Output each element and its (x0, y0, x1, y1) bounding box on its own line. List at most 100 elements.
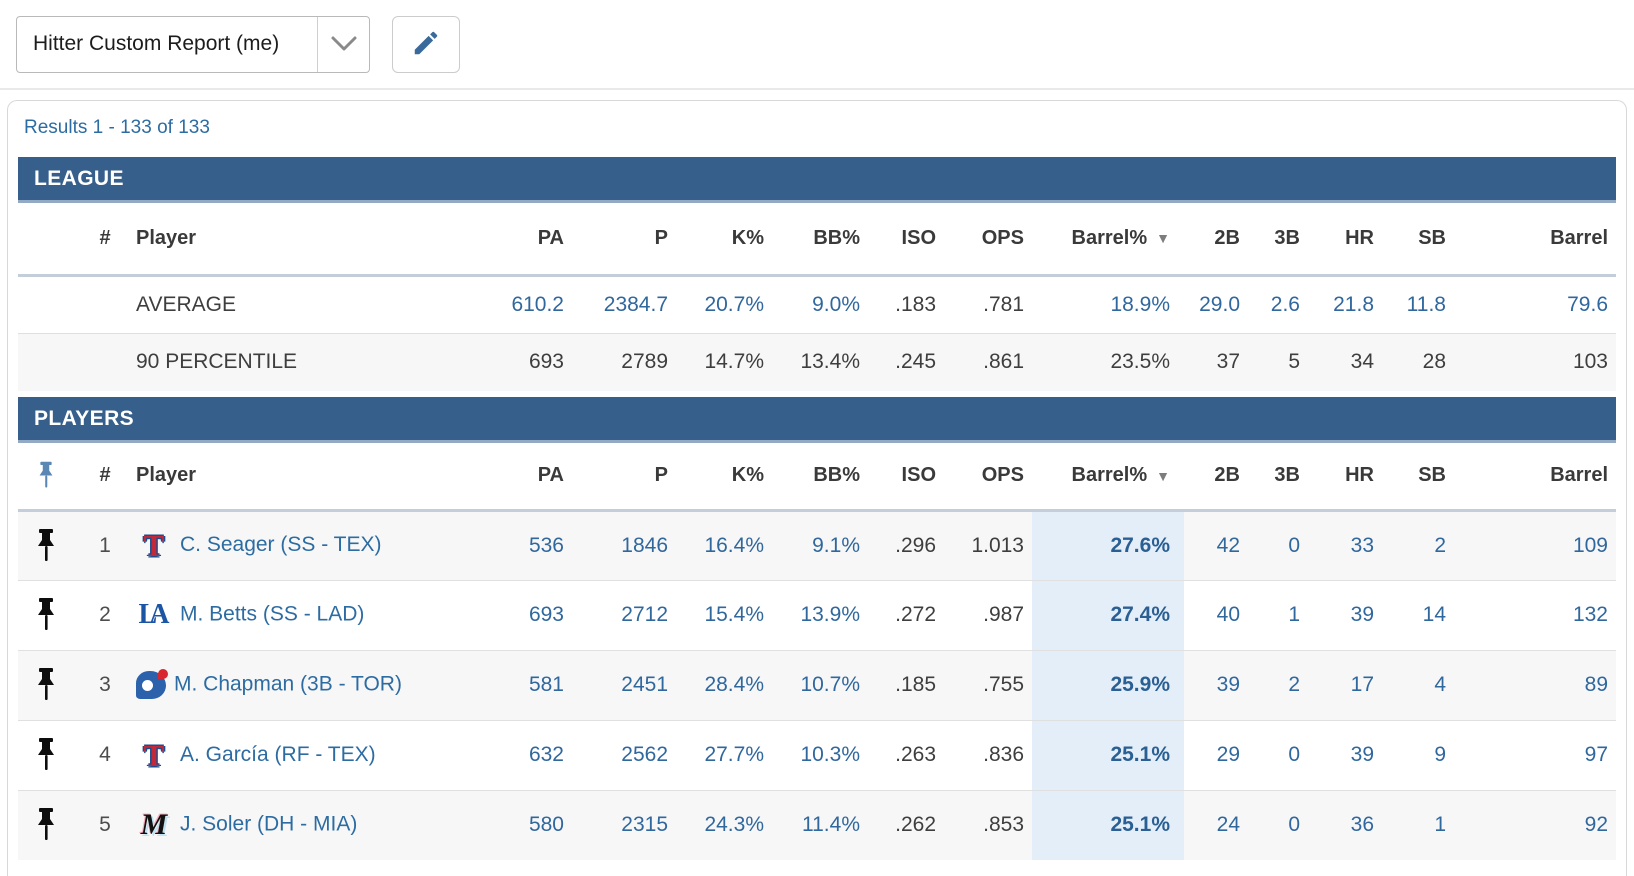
col-k[interactable]: K% (731, 464, 764, 487)
pin-icon (38, 808, 54, 841)
stat-barrel: 97 (1584, 743, 1608, 766)
pin-all-header[interactable] (18, 443, 74, 510)
stat-bb-pct: 11.4% (802, 813, 860, 837)
stat-2b: 29 (1216, 743, 1240, 766)
player-row: 4 T A. García (RF - TEX) 632 2562 27.7% 1… (18, 720, 1616, 790)
col-barrel[interactable]: Barrel (1550, 464, 1608, 487)
col-sb[interactable]: SB (1418, 226, 1446, 249)
stat-pa: 536 (528, 533, 564, 557)
col-bb[interactable]: BB% (813, 226, 860, 249)
stat-sb: 1 (1434, 813, 1446, 837)
stat-iso: .185 (895, 673, 936, 696)
col-2b[interactable]: 2B (1214, 226, 1240, 249)
league-row-label: 90 PERCENTILE (136, 350, 298, 374)
stat-barrel-pct: 18.9% (1110, 292, 1170, 316)
sort-desc-icon: ▼ (1156, 467, 1170, 484)
stat-hr: 17 (1350, 673, 1374, 696)
col-barrel[interactable]: Barrel (1550, 226, 1608, 249)
col-pa[interactable]: PA (537, 226, 564, 249)
col-2b[interactable]: 2B (1214, 464, 1240, 487)
col-barrel-pct-sorted[interactable]: Barrel% ▼ (1071, 464, 1170, 487)
pin-player-button[interactable] (18, 510, 74, 580)
league-section-header: LEAGUE (18, 157, 1616, 203)
stat-barrel: 89 (1584, 673, 1608, 696)
stat-hr: 33 (1350, 533, 1374, 557)
col-bb[interactable]: BB% (813, 464, 860, 487)
stat-pa: 610.2 (511, 292, 564, 316)
col-ops[interactable]: OPS (981, 226, 1024, 249)
players-header-row: # Player PA P K% BB% ISO OPS Barrel% ▼ 2B… (18, 443, 1616, 510)
player-link[interactable]: A. García (RF - TEX) (180, 742, 376, 766)
col-k[interactable]: K% (731, 226, 764, 249)
results-summary: Results 1 - 133 of 133 (24, 117, 210, 138)
stat-pa: 580 (528, 813, 564, 837)
col-p[interactable]: P (654, 464, 668, 487)
stat-iso: .296 (895, 533, 936, 557)
stat-iso: .263 (895, 743, 936, 766)
col-hr[interactable]: HR (1345, 464, 1374, 487)
pin-player-button[interactable] (18, 650, 74, 720)
col-sb[interactable]: SB (1418, 464, 1446, 487)
col-player[interactable]: Player (136, 464, 197, 487)
stat-hr: 34 (1350, 350, 1374, 374)
col-iso[interactable]: ISO (901, 464, 936, 487)
col-pa[interactable]: PA (537, 464, 564, 487)
rank-spacer (74, 275, 136, 333)
col-3b[interactable]: 3B (1274, 226, 1300, 249)
col-player[interactable]: Player (136, 226, 197, 249)
player-cell: M. Chapman (3B - TOR) (136, 650, 472, 720)
stat-bb-pct: 9.1% (812, 533, 860, 557)
stat-barrel: 92 (1584, 813, 1608, 837)
stat-pa: 581 (528, 673, 564, 696)
player-cell: T A. García (RF - TEX) (136, 720, 472, 790)
player-link[interactable]: M. Betts (SS - LAD) (180, 602, 365, 626)
stat-hr: 21.8 (1333, 292, 1374, 316)
stat-barrel-pct: 25.9% (1032, 650, 1184, 720)
player-link[interactable]: M. Chapman (3B - TOR) (174, 672, 402, 696)
col-p[interactable]: P (654, 226, 668, 249)
col-rank[interactable]: # (99, 226, 111, 249)
sort-desc-icon: ▼ (1156, 230, 1170, 247)
col-3b[interactable]: 3B (1274, 464, 1300, 487)
stat-sb: 2 (1434, 533, 1446, 557)
stat-bb-pct: 13.4% (800, 350, 860, 374)
stat-p: 2789 (621, 350, 668, 374)
league-row: AVERAGE 610.2 2384.7 20.7% 9.0% .183 .78… (18, 275, 1616, 333)
col-iso[interactable]: ISO (901, 226, 936, 249)
stat-ops: .755 (983, 673, 1024, 696)
stat-sb: 4 (1434, 673, 1446, 696)
col-rank[interactable]: # (99, 464, 111, 487)
col-barrel-pct-sorted[interactable]: Barrel% ▼ (1071, 226, 1170, 249)
pin-icon (38, 528, 54, 561)
stat-iso: .262 (895, 813, 936, 837)
pin-spacer (18, 333, 74, 391)
stat-k-pct: 24.3% (704, 813, 764, 837)
pin-player-button[interactable] (18, 580, 74, 650)
stat-bb-pct: 10.7% (800, 673, 860, 696)
stat-barrel: 109 (1572, 533, 1608, 557)
stat-barrel: 132 (1572, 603, 1608, 626)
pin-player-button[interactable] (18, 790, 74, 860)
report-select[interactable]: Hitter Custom Report (me) (16, 15, 370, 73)
stat-hr: 39 (1350, 603, 1374, 626)
stat-sb: 9 (1434, 743, 1446, 766)
stat-2b: 39 (1216, 673, 1240, 696)
player-link[interactable]: C. Seager (SS - TEX) (180, 533, 382, 557)
col-hr[interactable]: HR (1345, 226, 1374, 249)
stat-hr: 36 (1350, 813, 1374, 837)
player-link[interactable]: J. Soler (DH - MIA) (180, 812, 358, 836)
stat-3b: 1 (1288, 603, 1300, 626)
col-ops[interactable]: OPS (981, 464, 1024, 487)
stat-bb-pct: 10.3% (800, 743, 860, 766)
stat-barrel-pct: 25.1% (1032, 790, 1184, 860)
player-row: 3 M. Chapman (3B - TOR) 581 2451 28.4% 1… (18, 650, 1616, 720)
stat-pa: 693 (528, 350, 564, 374)
chevron-down-icon[interactable] (317, 16, 369, 72)
stat-sb: 14 (1422, 603, 1446, 626)
edit-report-button[interactable] (392, 15, 460, 73)
player-rank: 4 (99, 743, 111, 766)
player-row: 1 T C. Seager (SS - TEX) 536 1846 16.4% 9… (18, 510, 1616, 580)
stat-hr: 39 (1350, 743, 1374, 766)
stat-k-pct: 27.7% (704, 743, 764, 766)
pin-player-button[interactable] (18, 720, 74, 790)
